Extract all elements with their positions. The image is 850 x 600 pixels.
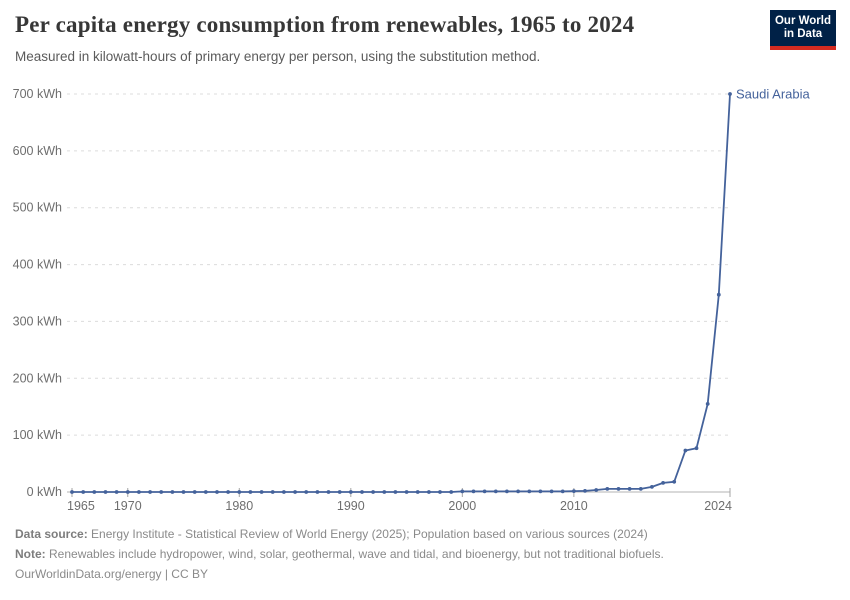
y-axis-label: 500 kWh <box>13 201 62 215</box>
data-point[interactable] <box>81 490 86 494</box>
note-label: Note: <box>15 547 46 561</box>
x-axis-label: 2000 <box>448 499 476 513</box>
data-point[interactable] <box>594 488 599 492</box>
data-point[interactable] <box>683 448 688 453</box>
license-link[interactable]: OurWorldinData.org/energy | CC BY <box>15 567 208 581</box>
data-point[interactable] <box>137 490 141 494</box>
x-axis-label: 2010 <box>560 499 588 513</box>
data-point[interactable] <box>638 487 643 491</box>
data-point[interactable] <box>248 490 253 494</box>
x-axis-label: 2024 <box>704 499 732 513</box>
data-point[interactable] <box>728 92 732 96</box>
data-point[interactable] <box>661 481 665 485</box>
data-point[interactable] <box>337 490 342 494</box>
note-line: Note: Renewables include hydropower, win… <box>15 544 835 564</box>
data-point[interactable] <box>192 490 197 494</box>
data-point[interactable] <box>560 489 565 494</box>
data-point[interactable] <box>538 489 543 494</box>
data-point[interactable] <box>226 490 231 494</box>
data-point[interactable] <box>159 490 164 494</box>
data-point[interactable] <box>427 490 431 494</box>
data-point[interactable] <box>181 490 186 494</box>
y-axis-label: 700 kWh <box>13 87 62 101</box>
data-point[interactable] <box>438 490 442 494</box>
data-point[interactable] <box>371 490 375 494</box>
data-point[interactable] <box>460 489 465 494</box>
x-axis-label: 1990 <box>337 499 365 513</box>
owid-logo-line2: in Data <box>783 28 823 40</box>
y-axis-label: 100 kWh <box>13 428 62 442</box>
data-point[interactable] <box>293 490 297 494</box>
y-axis-label: 400 kWh <box>13 258 62 272</box>
data-point[interactable] <box>348 490 353 494</box>
x-axis-label: 1970 <box>114 499 142 513</box>
data-point[interactable] <box>215 490 219 494</box>
data-point[interactable] <box>259 490 264 494</box>
data-point[interactable] <box>605 487 610 491</box>
data-point[interactable] <box>516 489 520 494</box>
data-point[interactable] <box>415 490 420 494</box>
data-point[interactable] <box>382 490 387 494</box>
owid-logo-line1: Our World <box>774 15 831 27</box>
chart-title: Per capita energy consumption from renew… <box>15 12 635 37</box>
y-axis-label: 600 kWh <box>13 144 62 158</box>
data-point[interactable] <box>70 490 74 494</box>
data-point[interactable] <box>694 446 699 451</box>
data-point[interactable] <box>404 490 409 494</box>
data-point[interactable] <box>572 489 576 493</box>
data-point[interactable] <box>505 489 509 494</box>
data-point[interactable] <box>103 490 108 494</box>
data-point[interactable] <box>360 490 364 494</box>
data-source-text: Energy Institute - Statistical Review of… <box>91 527 648 541</box>
data-point[interactable] <box>282 490 286 494</box>
data-point[interactable] <box>315 490 320 494</box>
data-point[interactable] <box>449 490 454 494</box>
data-point[interactable] <box>549 489 554 494</box>
data-point[interactable] <box>92 490 97 494</box>
data-point[interactable] <box>326 490 331 494</box>
data-point[interactable] <box>616 487 621 491</box>
data-point[interactable] <box>471 489 476 494</box>
x-axis-label: 1980 <box>225 499 253 513</box>
y-axis-label: 200 kWh <box>13 371 62 385</box>
data-source-label: Data source: <box>15 527 88 541</box>
data-point[interactable] <box>237 490 242 494</box>
chart-footer: Data source: Energy Institute - Statisti… <box>15 524 835 584</box>
owid-logo[interactable]: Our World in Data <box>770 10 836 50</box>
data-point[interactable] <box>270 490 275 494</box>
data-point[interactable] <box>393 490 398 494</box>
data-point[interactable] <box>148 490 153 494</box>
data-point[interactable] <box>482 489 487 494</box>
data-source-line: Data source: Energy Institute - Statisti… <box>15 524 835 544</box>
data-point[interactable] <box>203 490 208 494</box>
data-point[interactable] <box>650 485 654 489</box>
y-axis-label: 300 kWh <box>13 314 62 328</box>
data-point[interactable] <box>705 402 710 406</box>
data-point[interactable] <box>125 490 130 494</box>
chart-subtitle: Measured in kilowatt-hours of primary en… <box>15 49 541 64</box>
data-point[interactable] <box>114 490 119 494</box>
x-axis-label: 1965 <box>67 499 95 513</box>
line-chart-canvas[interactable]: 0 kWh 100 kWh 200 kWh 300 kWh 400 kWh 500 kWh… <box>0 80 850 525</box>
data-point[interactable] <box>304 490 309 494</box>
note-text: Renewables include hydropower, wind, sol… <box>49 547 664 561</box>
data-point[interactable] <box>527 489 532 494</box>
data-point[interactable] <box>627 487 632 491</box>
data-point[interactable] <box>493 489 498 494</box>
data-point[interactable] <box>716 292 721 297</box>
series-end-label: Saudi Arabia <box>736 87 810 102</box>
data-point[interactable] <box>672 479 677 484</box>
data-line[interactable] <box>72 93 731 493</box>
y-axis-label: 0 kWh <box>27 485 62 499</box>
data-point[interactable] <box>583 489 587 493</box>
data-point[interactable] <box>170 490 175 494</box>
